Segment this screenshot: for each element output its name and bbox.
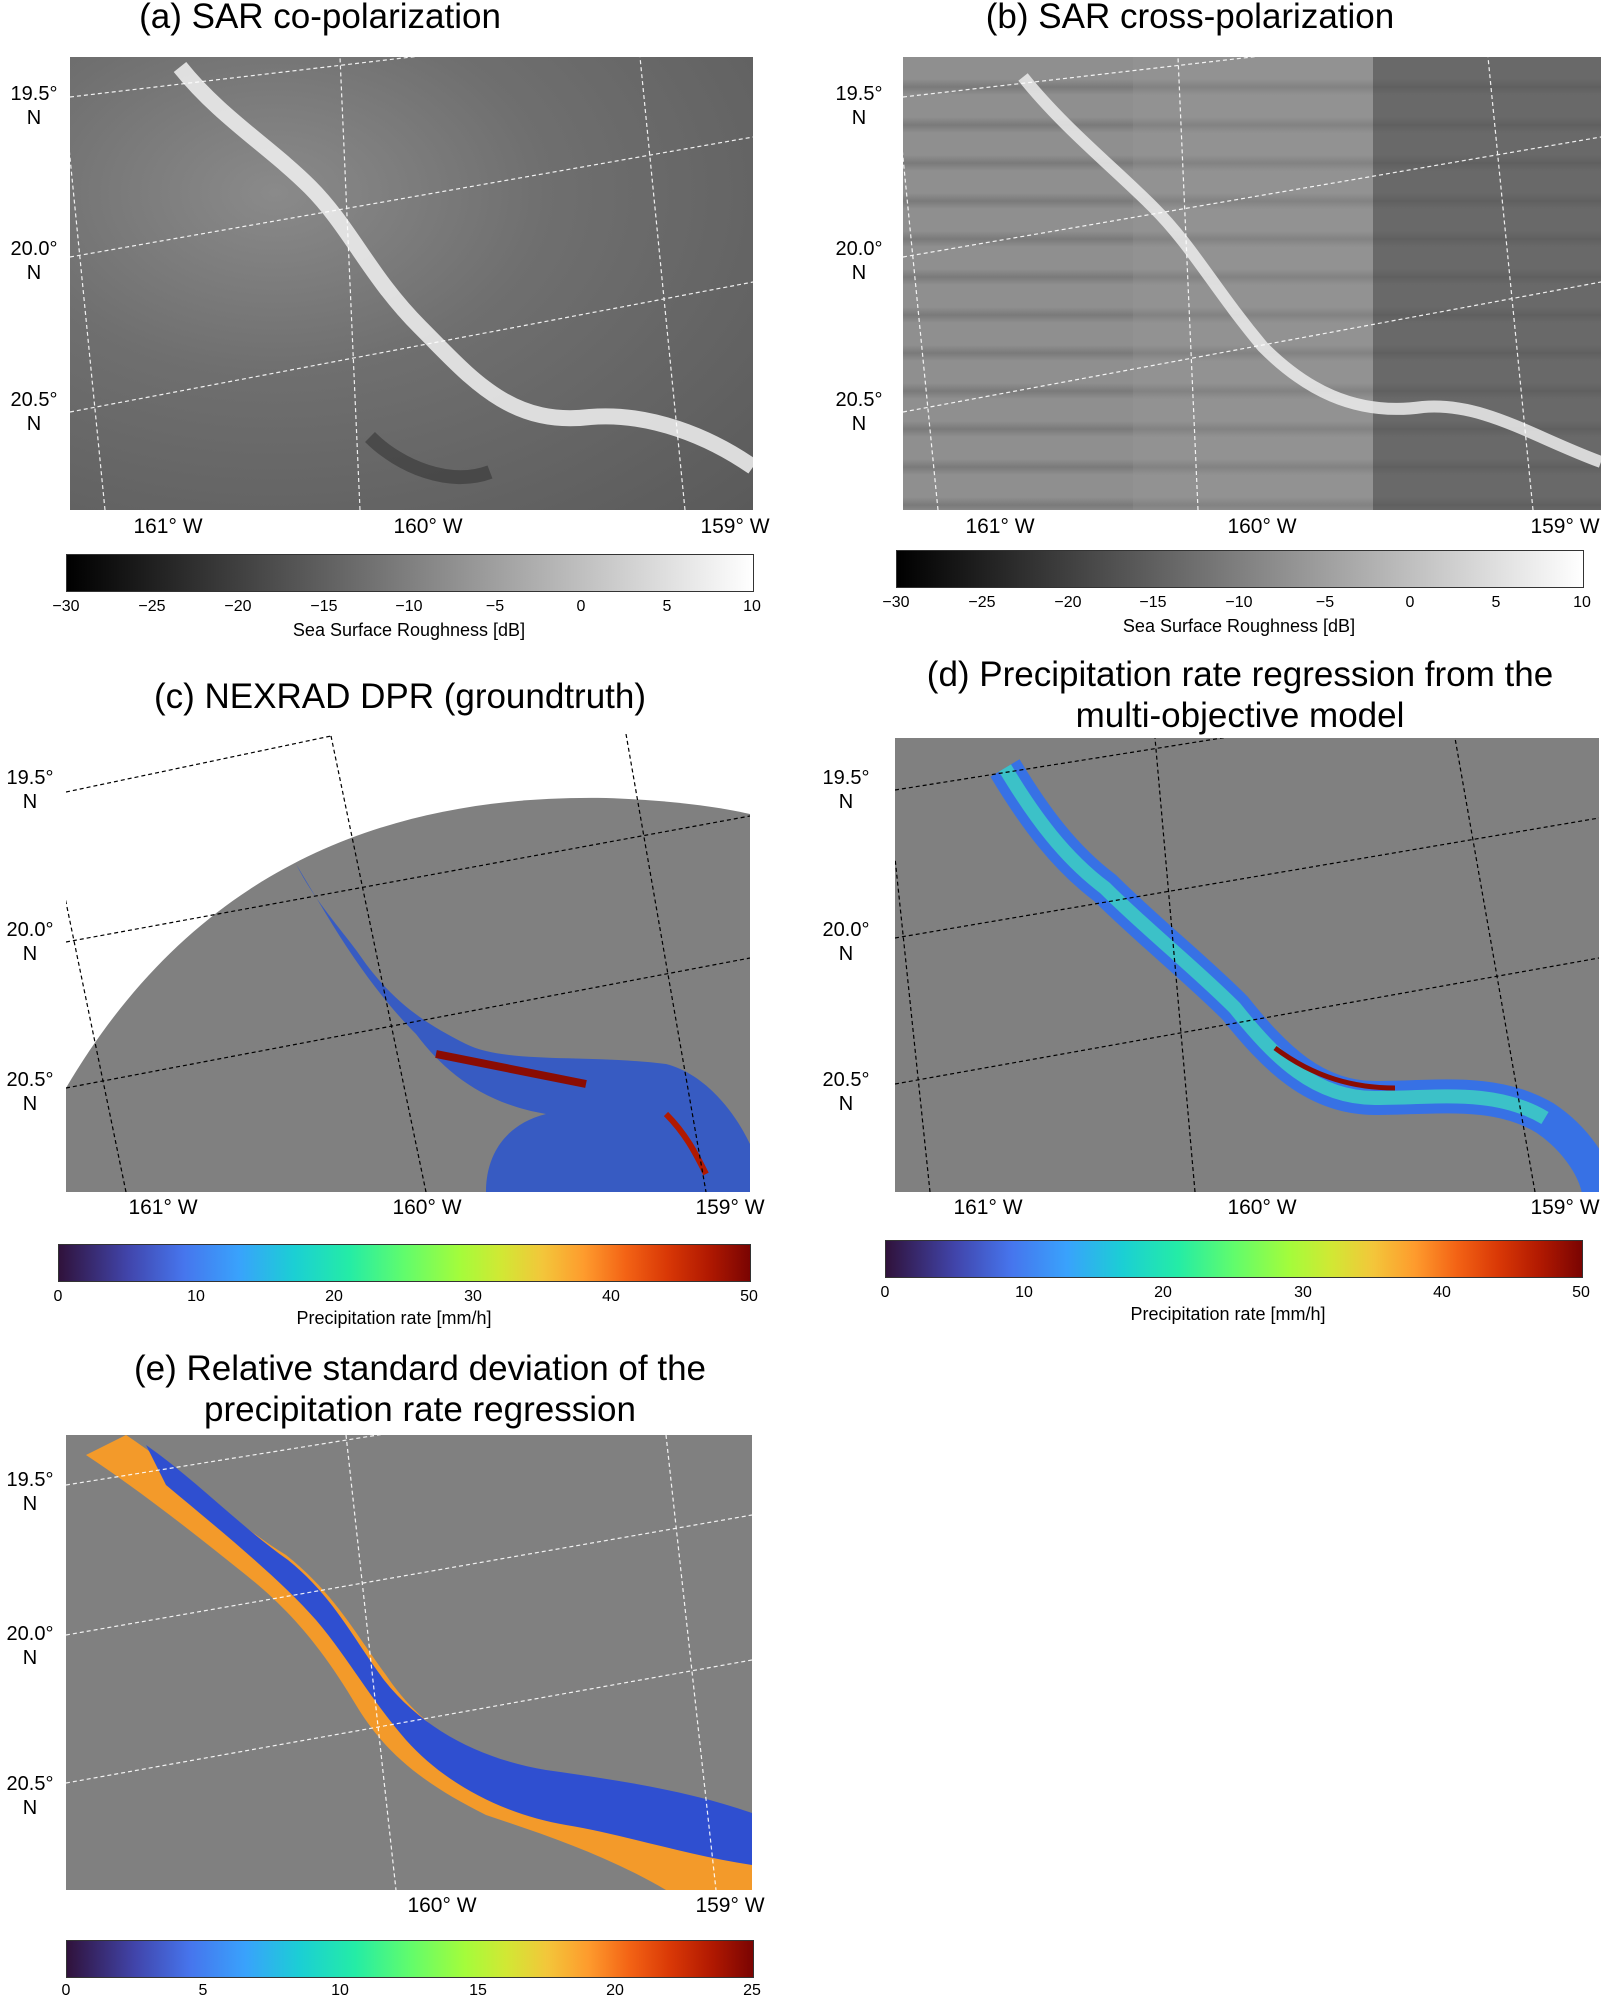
panel-e-lon-159: 159° W <box>695 1894 765 1917</box>
panel-a-lon-160: 160° W <box>393 515 463 538</box>
panel-e-lon-160: 160° W <box>407 1894 477 1917</box>
panel-a-cb-label: Sea Surface Roughness [dB] <box>292 620 526 640</box>
panel-b-cb-tick: −20 <box>1054 594 1082 611</box>
panel-d-cb-tick: 20 <box>1154 1284 1172 1301</box>
panel-a-cb-tick: −25 <box>138 598 166 615</box>
panel-b-sar-image <box>903 57 1601 510</box>
panel-b-lon-160: 160° W <box>1227 515 1297 538</box>
panel-d-lat-20-0: 20.0° N <box>822 919 870 965</box>
panel-d-colorbar <box>885 1240 1583 1278</box>
panel-e-title-line2: precipitation rate regression <box>204 1390 636 1429</box>
panel-e-title-line1: (e) Relative standard deviation of the <box>134 1349 706 1388</box>
panel-b-cb-label: Sea Surface Roughness [dB] <box>1122 616 1356 636</box>
panel-b-lat-20-0: 20.0° N <box>835 238 883 284</box>
panel-d-cb-tick: 0 <box>880 1284 890 1301</box>
panel-d-lat-20-5: 20.5° N <box>822 1069 870 1115</box>
panel-c-cb-tick: 40 <box>602 1288 620 1305</box>
panel-a-cb-tick: 5 <box>662 598 672 615</box>
panel-a-cb-tick: 10 <box>743 598 761 615</box>
panel-b-lat-19-5: 19.5° N <box>835 83 883 129</box>
panel-c-lon-161: 161° W <box>128 1196 198 1219</box>
panel-d-title-line1: (d) Precipitation rate regression from t… <box>926 655 1554 694</box>
panel-b-cb-tick: 5 <box>1491 594 1501 611</box>
panel-b-cb-tick: −30 <box>882 594 910 611</box>
panel-c-lat-19-5: 19.5° N <box>6 767 54 813</box>
panel-a-lat-20-0: 20.0° N <box>10 238 58 284</box>
panel-c-cb-tick: 10 <box>187 1288 205 1305</box>
panel-b-cb-tick: −25 <box>968 594 996 611</box>
panel-b-cb-tick: 10 <box>1573 594 1591 611</box>
panel-c-lat-20-0: 20.0° N <box>6 919 54 965</box>
panel-a-lat-20-5: 20.5° N <box>10 389 58 435</box>
panel-a-lat-19-5: 19.5° N <box>10 83 58 129</box>
panel-b-title: (b) SAR cross-polarization <box>985 0 1395 36</box>
panel-a-lon-159: 159° W <box>700 515 770 538</box>
panel-e-lat-19-5: 19.5° N <box>6 1469 54 1515</box>
panel-e-cb-tick: 0 <box>61 1982 71 1999</box>
panel-e-cb-tick: 15 <box>469 1982 487 1999</box>
panel-d-lon-160: 160° W <box>1227 1196 1297 1219</box>
panel-b-lon-161: 161° W <box>965 515 1035 538</box>
panel-c-title: (c) NEXRAD DPR (groundtruth) <box>153 677 647 716</box>
panel-e-cb-tick: 25 <box>743 1982 761 1999</box>
panel-b-lon-159: 159° W <box>1530 515 1600 538</box>
panel-e-rsd-map <box>66 1435 752 1890</box>
panel-b-cb-tick: −10 <box>1225 594 1253 611</box>
panel-e-cb-tick: 20 <box>606 1982 624 1999</box>
panel-c-cb-tick: 0 <box>53 1288 63 1305</box>
panel-c-lon-159: 159° W <box>695 1196 765 1219</box>
panel-d-cb-tick: 30 <box>1294 1284 1312 1301</box>
panel-c-radar-map <box>66 734 750 1192</box>
panel-b-cb-tick: −15 <box>1139 594 1167 611</box>
panel-d-cb-tick: 50 <box>1572 1284 1590 1301</box>
panel-e-cb-tick: 10 <box>331 1982 349 1999</box>
panel-a-title: (a) SAR co-polarization <box>139 0 501 36</box>
panel-a-lon-161: 161° W <box>133 515 203 538</box>
panel-c-colorbar <box>58 1244 751 1282</box>
panel-a-sar-image <box>70 57 753 510</box>
panel-a-cb-tick: −15 <box>310 598 338 615</box>
panel-b-colorbar <box>896 550 1584 588</box>
panel-b-lat-20-5: 20.5° N <box>835 389 883 435</box>
panel-e-lat-20-5: 20.5° N <box>6 1773 54 1819</box>
panel-d-cb-tick: 10 <box>1015 1284 1033 1301</box>
panel-d-lon-161: 161° W <box>953 1196 1023 1219</box>
panel-c-lon-160: 160° W <box>392 1196 462 1219</box>
panel-d-cb-tick: 40 <box>1433 1284 1451 1301</box>
panel-c-cb-tick: 50 <box>740 1288 758 1305</box>
panel-b-cb-tick: 0 <box>1405 594 1415 611</box>
panel-e-cb-tick: 5 <box>198 1982 208 1999</box>
panel-c-cb-label: Precipitation rate [mm/h] <box>296 1308 492 1328</box>
panel-e-colorbar <box>66 1940 754 1978</box>
panel-c-cb-tick: 20 <box>325 1288 343 1305</box>
panel-d-lon-159: 159° W <box>1530 1196 1600 1219</box>
panel-a-cb-tick: −20 <box>224 598 252 615</box>
panel-c-lat-20-5: 20.5° N <box>6 1069 54 1115</box>
panel-d-regression-map <box>895 738 1599 1192</box>
panel-d-cb-label: Precipitation rate [mm/h] <box>1130 1304 1326 1324</box>
panel-e-lat-20-0: 20.0° N <box>6 1623 54 1669</box>
panel-a-cb-tick: −30 <box>52 598 80 615</box>
panel-d-title-line2: multi-objective model <box>1075 696 1405 735</box>
panel-a-colorbar <box>66 554 754 592</box>
panel-a-cb-tick: −10 <box>395 598 423 615</box>
panel-a-cb-tick: 0 <box>576 598 586 615</box>
panel-b-cb-tick: −5 <box>1315 594 1335 611</box>
panel-c-cb-tick: 30 <box>464 1288 482 1305</box>
panel-a-cb-tick: −5 <box>485 598 505 615</box>
panel-d-lat-19-5: 19.5° N <box>822 767 870 813</box>
